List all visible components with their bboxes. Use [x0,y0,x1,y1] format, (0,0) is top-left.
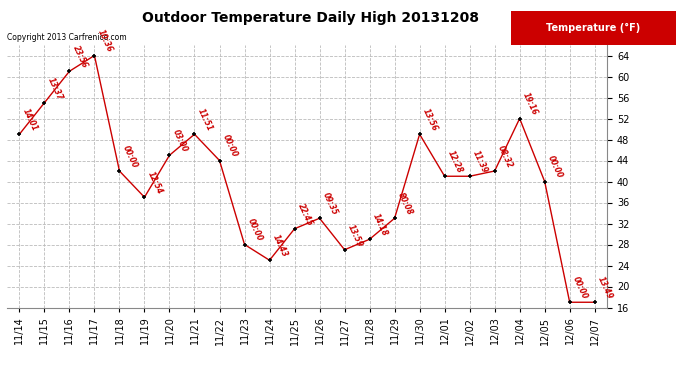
Text: 10:36: 10:36 [96,28,114,54]
Text: 00:00: 00:00 [546,154,564,180]
Point [289,226,300,232]
Point [339,247,350,253]
Text: Temperature (°F): Temperature (°F) [546,23,640,33]
Point [39,100,50,106]
Point [589,299,600,305]
Text: 13:56: 13:56 [421,107,439,133]
Text: 12:28: 12:28 [446,149,464,175]
Text: 00:00: 00:00 [121,144,139,170]
Text: 00:00: 00:00 [246,217,264,243]
Point [164,152,175,158]
Text: 11:51: 11:51 [196,107,214,133]
Point [89,53,100,58]
Text: 09:35: 09:35 [321,191,339,217]
Text: 13:49: 13:49 [596,275,614,301]
Point [139,194,150,200]
Text: 08:32: 08:32 [496,144,514,170]
Point [439,173,450,179]
Point [514,116,525,122]
Text: 13:59: 13:59 [346,223,364,248]
Text: 03:00: 03:00 [170,128,189,154]
Text: 22:45: 22:45 [296,202,314,227]
Point [414,131,425,137]
Text: 11:39: 11:39 [471,149,489,175]
Text: 13:37: 13:37 [46,76,64,101]
Point [189,131,200,137]
Point [464,173,475,179]
Point [314,215,325,221]
Point [389,215,400,221]
Point [539,178,550,184]
Point [264,257,275,263]
Point [239,242,250,248]
Point [14,131,25,137]
Point [114,168,125,174]
Text: 14:18: 14:18 [371,212,389,238]
Text: 00:00: 00:00 [221,134,239,159]
Text: 80:08: 80:08 [396,191,414,217]
Point [564,299,575,305]
Point [364,236,375,242]
Text: 12:54: 12:54 [146,170,164,196]
Point [214,158,225,164]
Text: 19:16: 19:16 [521,92,539,117]
Point [489,168,500,174]
Text: 00:00: 00:00 [571,275,589,301]
Text: 14:43: 14:43 [270,233,289,259]
Text: 14:01: 14:01 [21,107,39,133]
Text: Outdoor Temperature Daily High 20131208: Outdoor Temperature Daily High 20131208 [142,11,479,25]
Text: Copyright 2013 Carfrenico.com: Copyright 2013 Carfrenico.com [7,33,126,42]
Text: 23:56: 23:56 [70,44,89,70]
Point [64,68,75,74]
